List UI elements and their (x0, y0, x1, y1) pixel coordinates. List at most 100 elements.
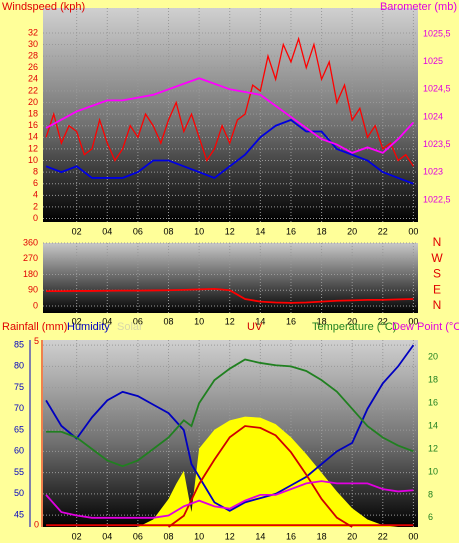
x-tick-label: 14 (255, 226, 265, 236)
line (45, 36, 414, 167)
y-tick-label: 14 (28, 132, 38, 142)
y2-axis-label: Barometer (mb) (380, 1, 457, 13)
y-tick-label: 2 (33, 201, 38, 211)
y-tick-label: 5 (34, 336, 39, 346)
y-tick-label: 85 (14, 339, 24, 349)
legend-label: Solar (117, 321, 143, 333)
x-tick-label: 14 (255, 316, 265, 326)
x-tick-label: 12 (225, 531, 235, 541)
line (46, 358, 414, 468)
y-tick-label: 1023 (423, 167, 443, 177)
y-tick-label: 1024,5 (423, 84, 451, 94)
y-tick-label: 75 (14, 382, 24, 392)
x-tick-label: 04 (102, 226, 112, 236)
line (167, 425, 353, 528)
plot-area (43, 243, 418, 313)
y-tick-label: 20 (28, 97, 38, 107)
x-tick-label: 16 (286, 226, 296, 236)
x-tick-label: 00 (408, 316, 418, 326)
x-tick-label: 16 (286, 531, 296, 541)
y-tick-label: 45 (14, 509, 24, 519)
y-tick-label: 70 (14, 403, 24, 413)
y-tick-label: 16 (28, 120, 38, 130)
y-tick-label: 16 (428, 397, 438, 407)
y-tick-label: 0 (33, 213, 38, 223)
y-tick-label: 360 (23, 237, 38, 247)
x-tick-label: 14 (255, 531, 265, 541)
x-tick-label: 16 (286, 316, 296, 326)
y-tick-label: 80 (14, 361, 24, 371)
x-tick-label: 08 (164, 226, 174, 236)
x-tick-label: 00 (408, 531, 418, 541)
x-tick-label: 20 (347, 531, 357, 541)
y-tick-label: 32 (28, 27, 38, 37)
x-tick-label: 02 (72, 226, 82, 236)
y-tick-label: 26 (28, 62, 38, 72)
y-tick-label: 30 (28, 39, 38, 49)
y-tick-label: 14 (428, 420, 438, 430)
y-tick-label: N (433, 298, 442, 312)
x-tick-label: 20 (347, 226, 357, 236)
legend-label: Temperature (°C) (312, 321, 396, 333)
y-tick-label: 1023,5 (423, 139, 451, 149)
y-tick-label: 28 (28, 51, 38, 61)
x-tick-label: 04 (102, 531, 112, 541)
y-tick-label: 55 (14, 467, 24, 477)
y-tick-label: 270 (23, 253, 38, 263)
x-tick-label: 18 (317, 531, 327, 541)
legend-label: Rainfall (mm) (2, 321, 67, 333)
y-tick-label: 18 (28, 109, 38, 119)
y-tick-label: 60 (14, 446, 24, 456)
y-tick-label: 8 (33, 166, 38, 176)
x-tick-label: 18 (317, 226, 327, 236)
y-tick-label: 22 (28, 85, 38, 95)
y-tick-label: S (433, 267, 441, 281)
legend-label: UV (247, 321, 263, 333)
area (137, 416, 399, 527)
x-tick-label: 22 (378, 531, 388, 541)
y-tick-label: 180 (23, 269, 38, 279)
x-tick-label: 10 (194, 531, 204, 541)
x-tick-label: 12 (225, 226, 235, 236)
x-tick-label: 06 (133, 531, 143, 541)
line (45, 480, 414, 519)
line (46, 287, 414, 304)
y-tick-label: 1024 (423, 111, 443, 121)
y-tick-label: 0 (34, 520, 39, 530)
x-tick-label: 22 (378, 316, 388, 326)
y-tick-label: 90 (28, 285, 38, 295)
y-tick-label: E (433, 282, 441, 296)
x-tick-label: 04 (102, 316, 112, 326)
y-tick-label: 6 (33, 178, 38, 188)
y-tick-label: 18 (428, 375, 438, 385)
x-tick-label: 00 (408, 226, 418, 236)
y-tick-label: 4 (33, 190, 38, 200)
x-tick-label: 06 (133, 316, 143, 326)
y-tick-label: N (433, 235, 442, 249)
y-tick-label: 10 (28, 155, 38, 165)
y-tick-label: 0 (33, 300, 38, 310)
x-tick-label: 10 (194, 316, 204, 326)
y-axis-label: Windspeed (kph) (2, 1, 85, 13)
y-tick-label: 6 (428, 512, 433, 522)
x-tick-label: 18 (317, 316, 327, 326)
y-tick-label: 12 (428, 443, 438, 453)
y-tick-label: W (431, 251, 443, 265)
x-tick-label: 22 (378, 226, 388, 236)
y-tick-label: 8 (428, 489, 433, 499)
x-tick-label: 02 (72, 531, 82, 541)
y-tick-label: 65 (14, 424, 24, 434)
x-tick-label: 10 (194, 226, 204, 236)
line (45, 77, 415, 154)
y-tick-label: 1025 (423, 56, 443, 66)
x-tick-label: 12 (225, 316, 235, 326)
y-tick-label: 1022,5 (423, 194, 451, 204)
y-tick-label: 1025,5 (423, 28, 451, 38)
legend-label: Dew Point (°C (392, 321, 459, 333)
y-tick-label: 50 (14, 488, 24, 498)
legend-label: Humidity (67, 321, 110, 333)
line (45, 118, 414, 185)
y-tick-label: 12 (28, 143, 38, 153)
x-tick-label: 20 (347, 316, 357, 326)
